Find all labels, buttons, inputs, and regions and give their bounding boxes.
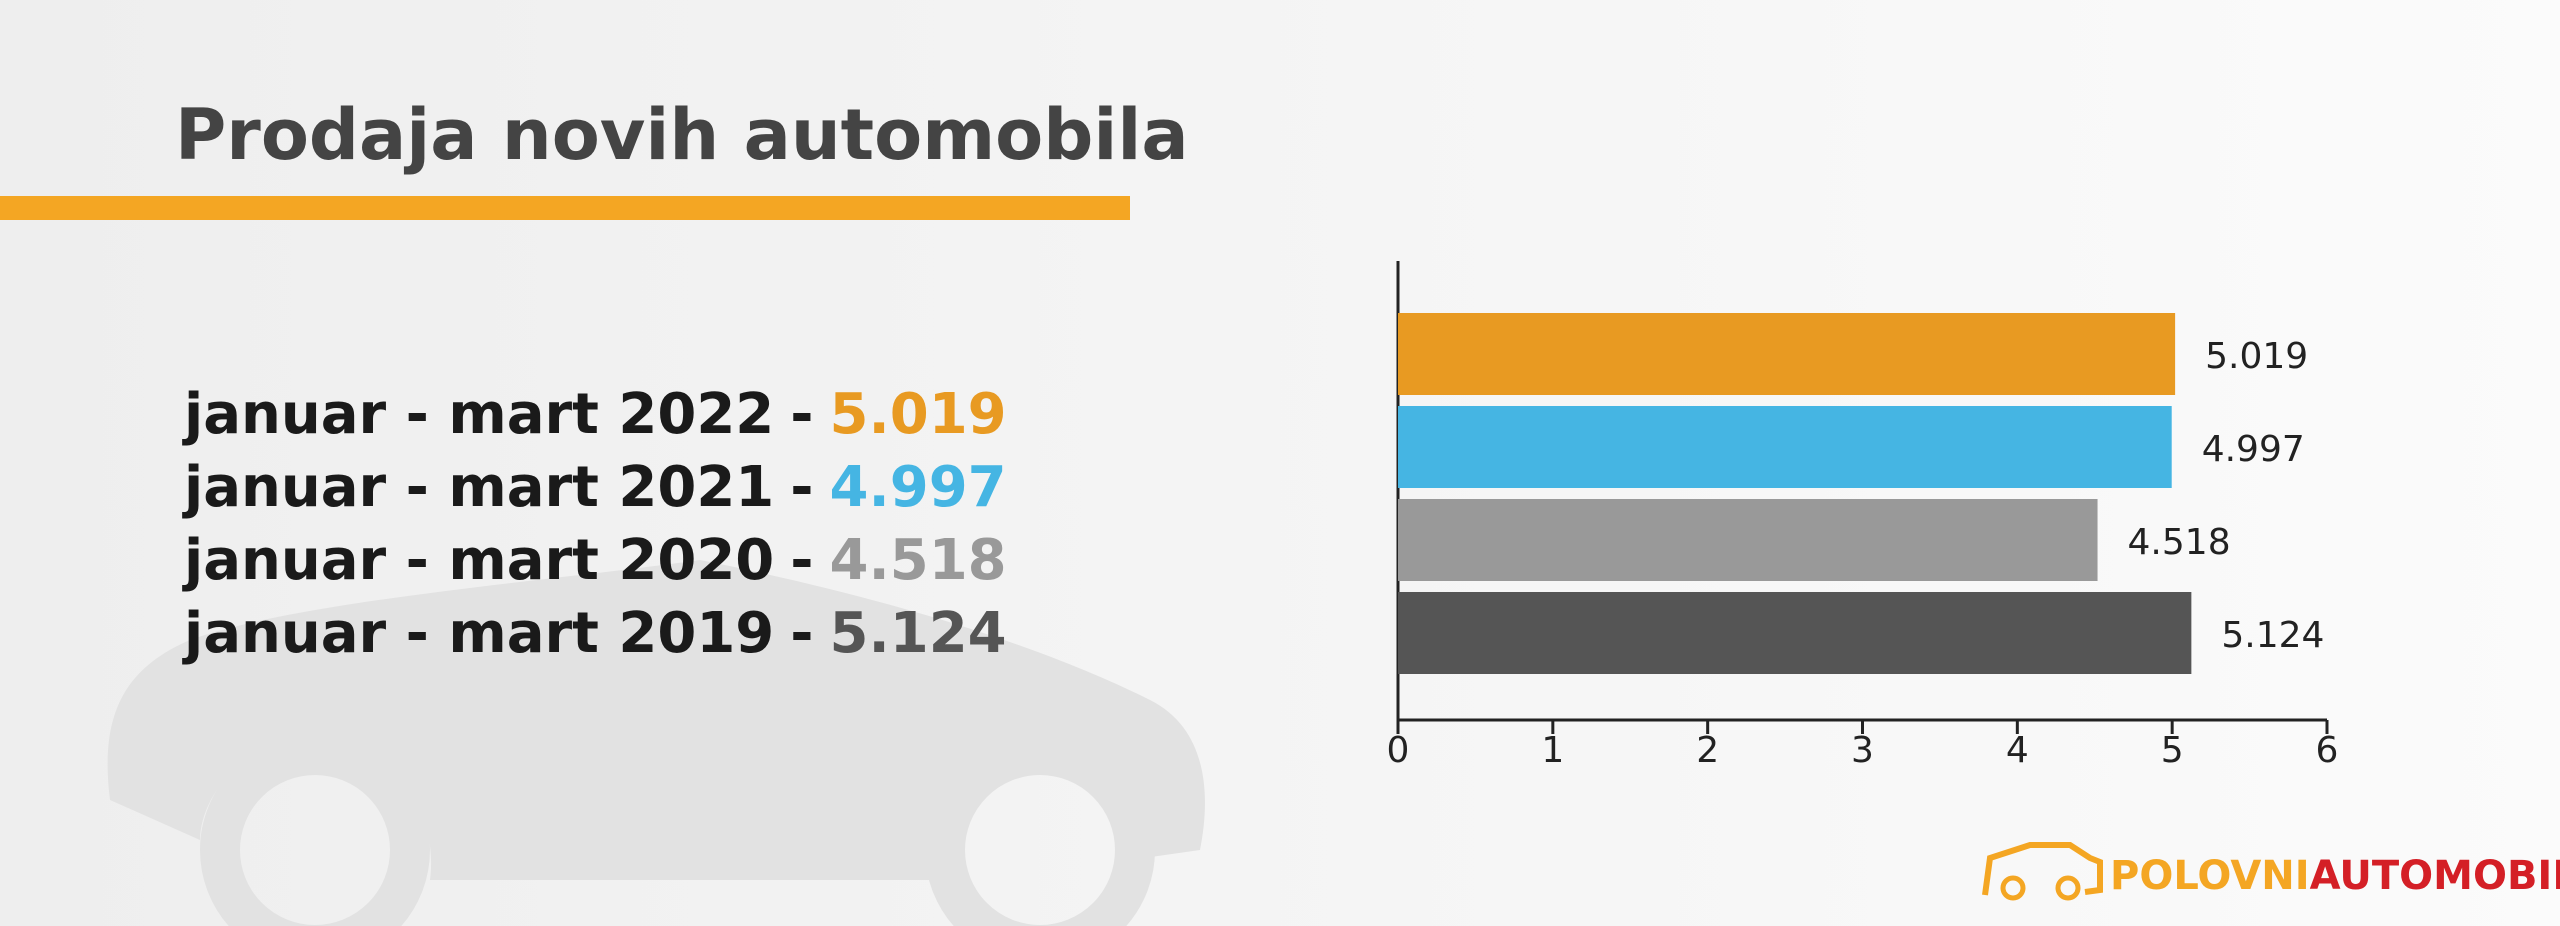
- bar: [1398, 592, 2192, 674]
- summary-line: januar - mart 2019-5.124: [182, 601, 1007, 666]
- x-tick-label: 1: [1541, 730, 1564, 771]
- logo-wheel: [2055, 875, 2081, 901]
- value-label: 5.124: [2221, 615, 2324, 656]
- summary-line: januar - mart 2020-4.518: [182, 528, 1007, 593]
- logo-car: [1982, 842, 2103, 896]
- car-silhouette: [107, 560, 1205, 926]
- summary-value: 5.019: [830, 382, 1007, 447]
- summary-value: 4.518: [830, 528, 1007, 593]
- summary-label: januar - mart 2022: [182, 382, 774, 447]
- bar: [1398, 499, 2098, 581]
- summary-label: januar - mart 2021: [182, 455, 774, 520]
- bar-chart: 0 1 2 3 4 5 6 5.019 4.997 4.518 5.124: [1387, 261, 2339, 771]
- x-tick-label: 3: [1851, 730, 1874, 771]
- logo-first: POLOVNI: [2110, 853, 2310, 899]
- summary-line: januar - mart 2022-5.019: [182, 382, 1007, 447]
- x-tick-label: 2: [1696, 730, 1719, 771]
- summary-separator: -: [790, 601, 813, 666]
- logo: POLOVNIAUTOMOBILI: [1982, 842, 2560, 901]
- x-tick-label: 6: [2316, 730, 2339, 771]
- logo-second: AUTOMOBILI: [2310, 853, 2560, 899]
- value-label: 5.019: [2205, 336, 2308, 377]
- value-label: 4.518: [2128, 522, 2231, 563]
- bar: [1398, 313, 2176, 395]
- summary-separator: -: [790, 528, 813, 593]
- summary-separator: -: [790, 382, 813, 447]
- x-tick-label: 0: [1387, 730, 1410, 771]
- summary-line: januar - mart 2021-4.997: [182, 455, 1007, 520]
- value-label: 4.997: [2202, 429, 2305, 470]
- summary-label: januar - mart 2019: [182, 601, 774, 666]
- x-tick-label: 5: [2161, 730, 2184, 771]
- title-underline: [0, 196, 1130, 220]
- logo-wheel: [2000, 875, 2026, 901]
- bar: [1398, 406, 2172, 488]
- summary-separator: -: [790, 455, 813, 520]
- summary-value: 4.997: [830, 455, 1007, 520]
- summary-value: 5.124: [830, 601, 1007, 666]
- x-tick-label: 4: [2006, 730, 2029, 771]
- summary-label: januar - mart 2020: [182, 528, 774, 593]
- logo-text: POLOVNIAUTOMOBILI: [2110, 853, 2560, 899]
- title: Prodaja novih automobila: [175, 94, 1189, 176]
